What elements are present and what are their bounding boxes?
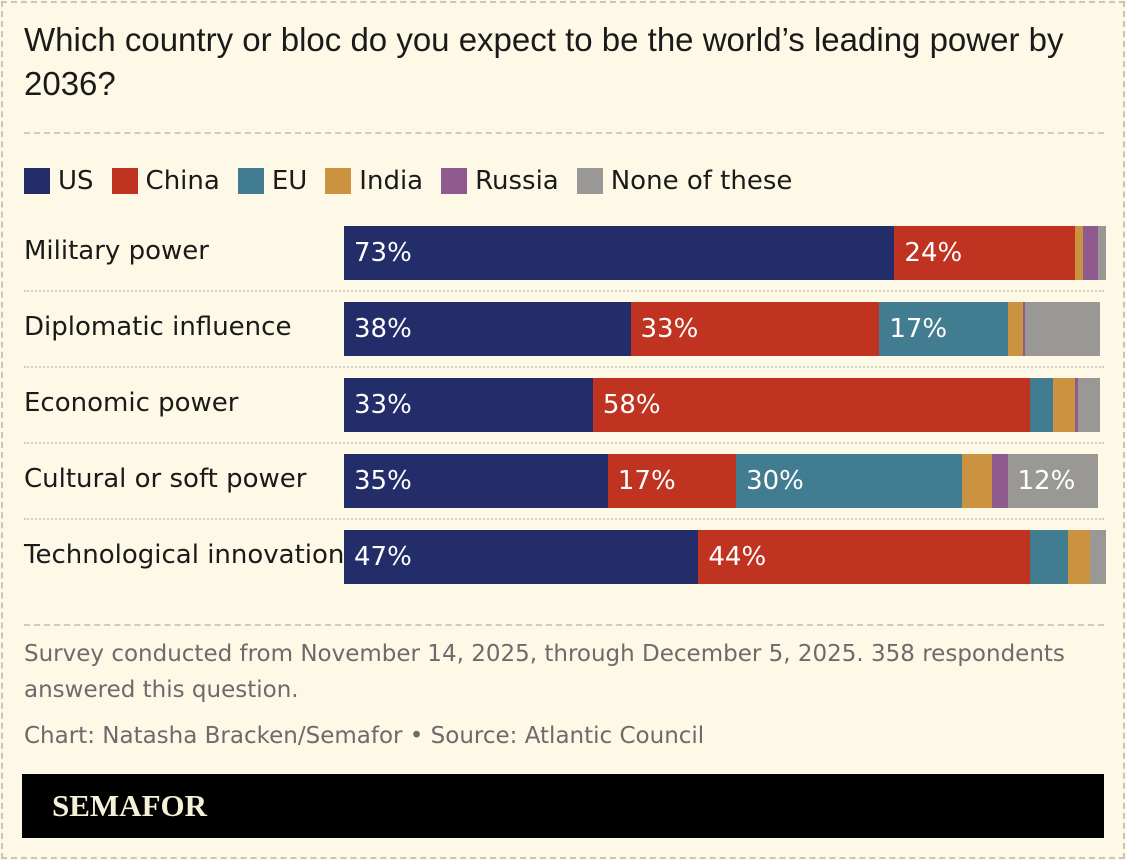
bar-segment bbox=[592, 378, 1031, 432]
category-label: Technological innovation bbox=[24, 540, 345, 570]
legend-item: India bbox=[325, 166, 423, 196]
bar-segment bbox=[879, 302, 1008, 356]
survey-note: Survey conducted from November 14, 2025,… bbox=[24, 641, 1065, 703]
bar-segment bbox=[894, 226, 1076, 280]
bar-segment bbox=[1030, 378, 1053, 432]
brand-bar: SEMAFOR bbox=[22, 774, 1104, 838]
legend-label: India bbox=[359, 166, 424, 196]
data-label: 33% bbox=[640, 314, 699, 344]
category-label: Cultural or soft power bbox=[24, 464, 307, 494]
bar-segment bbox=[1007, 302, 1023, 356]
legend-label: US bbox=[58, 166, 94, 196]
legend-swatch bbox=[24, 168, 50, 194]
bar-segment bbox=[344, 226, 895, 280]
legend-item: US bbox=[24, 166, 94, 196]
legend-swatch bbox=[325, 168, 352, 194]
row-separator bbox=[24, 290, 1104, 292]
bar-segment bbox=[1052, 378, 1076, 432]
semafor-logo: SEMAFOR bbox=[52, 788, 207, 823]
legend-swatch bbox=[576, 168, 603, 194]
legend-label: None of these bbox=[610, 166, 793, 196]
data-label: 30% bbox=[746, 466, 804, 496]
data-label: 38% bbox=[354, 314, 412, 344]
bar-segment bbox=[1022, 302, 1025, 356]
legend-item: None of these bbox=[576, 166, 793, 196]
legend-swatch bbox=[111, 168, 138, 194]
category-label: Economic power bbox=[24, 388, 239, 418]
row-separator bbox=[24, 518, 1104, 520]
legend-swatch bbox=[237, 168, 264, 194]
legend-item: China bbox=[111, 166, 220, 196]
data-label: 44% bbox=[708, 542, 767, 572]
bar-segment bbox=[630, 302, 880, 356]
legend-label: China bbox=[145, 166, 220, 196]
data-label: 17% bbox=[617, 466, 676, 496]
data-label: 24% bbox=[904, 238, 963, 268]
bar-segment bbox=[344, 302, 631, 356]
chart-title: Which country or bloc do you expect to b… bbox=[24, 21, 1064, 102]
legend-label: Russia bbox=[475, 166, 559, 196]
legend-swatch bbox=[441, 168, 468, 194]
bar-segment bbox=[1067, 530, 1091, 584]
bar-segment bbox=[344, 530, 699, 584]
legend-item: EU bbox=[237, 166, 308, 196]
category-label: Diplomatic influence bbox=[24, 312, 292, 342]
credit-line: Chart: Natasha Bracken/Semafor • Source:… bbox=[24, 723, 705, 749]
legend: US China EU India Russia None of these bbox=[24, 166, 810, 196]
divider bbox=[24, 624, 1104, 626]
bar-segment bbox=[1098, 226, 1106, 280]
bar-segment bbox=[1024, 302, 1101, 356]
bar-segment bbox=[1030, 530, 1068, 584]
bar-segment bbox=[1082, 226, 1098, 280]
bar-segment bbox=[736, 454, 963, 508]
legend-item: Russia bbox=[441, 166, 559, 196]
bar-segment bbox=[1007, 454, 1098, 508]
data-label: 17% bbox=[889, 314, 948, 344]
bar-segment bbox=[962, 454, 993, 508]
data-label: 35% bbox=[354, 466, 412, 496]
bar-segment bbox=[698, 530, 1031, 584]
data-label: 33% bbox=[354, 390, 412, 420]
bar-segment bbox=[1075, 226, 1083, 280]
bar-segment bbox=[344, 378, 593, 432]
bar-segment bbox=[1075, 378, 1078, 432]
bar-segment bbox=[1077, 378, 1101, 432]
bar-segment bbox=[344, 454, 608, 508]
bar-segment bbox=[1090, 530, 1106, 584]
row-separator bbox=[24, 442, 1104, 444]
bar-segment bbox=[607, 454, 737, 508]
data-label: 47% bbox=[354, 542, 412, 572]
row-separator bbox=[24, 366, 1104, 368]
data-label: 12% bbox=[1017, 466, 1076, 496]
bar-segment bbox=[992, 454, 1008, 508]
category-label: Military power bbox=[24, 236, 209, 266]
data-label: 58% bbox=[602, 390, 661, 420]
data-label: 73% bbox=[354, 238, 412, 268]
divider bbox=[24, 132, 1104, 134]
legend-label: EU bbox=[271, 166, 308, 196]
